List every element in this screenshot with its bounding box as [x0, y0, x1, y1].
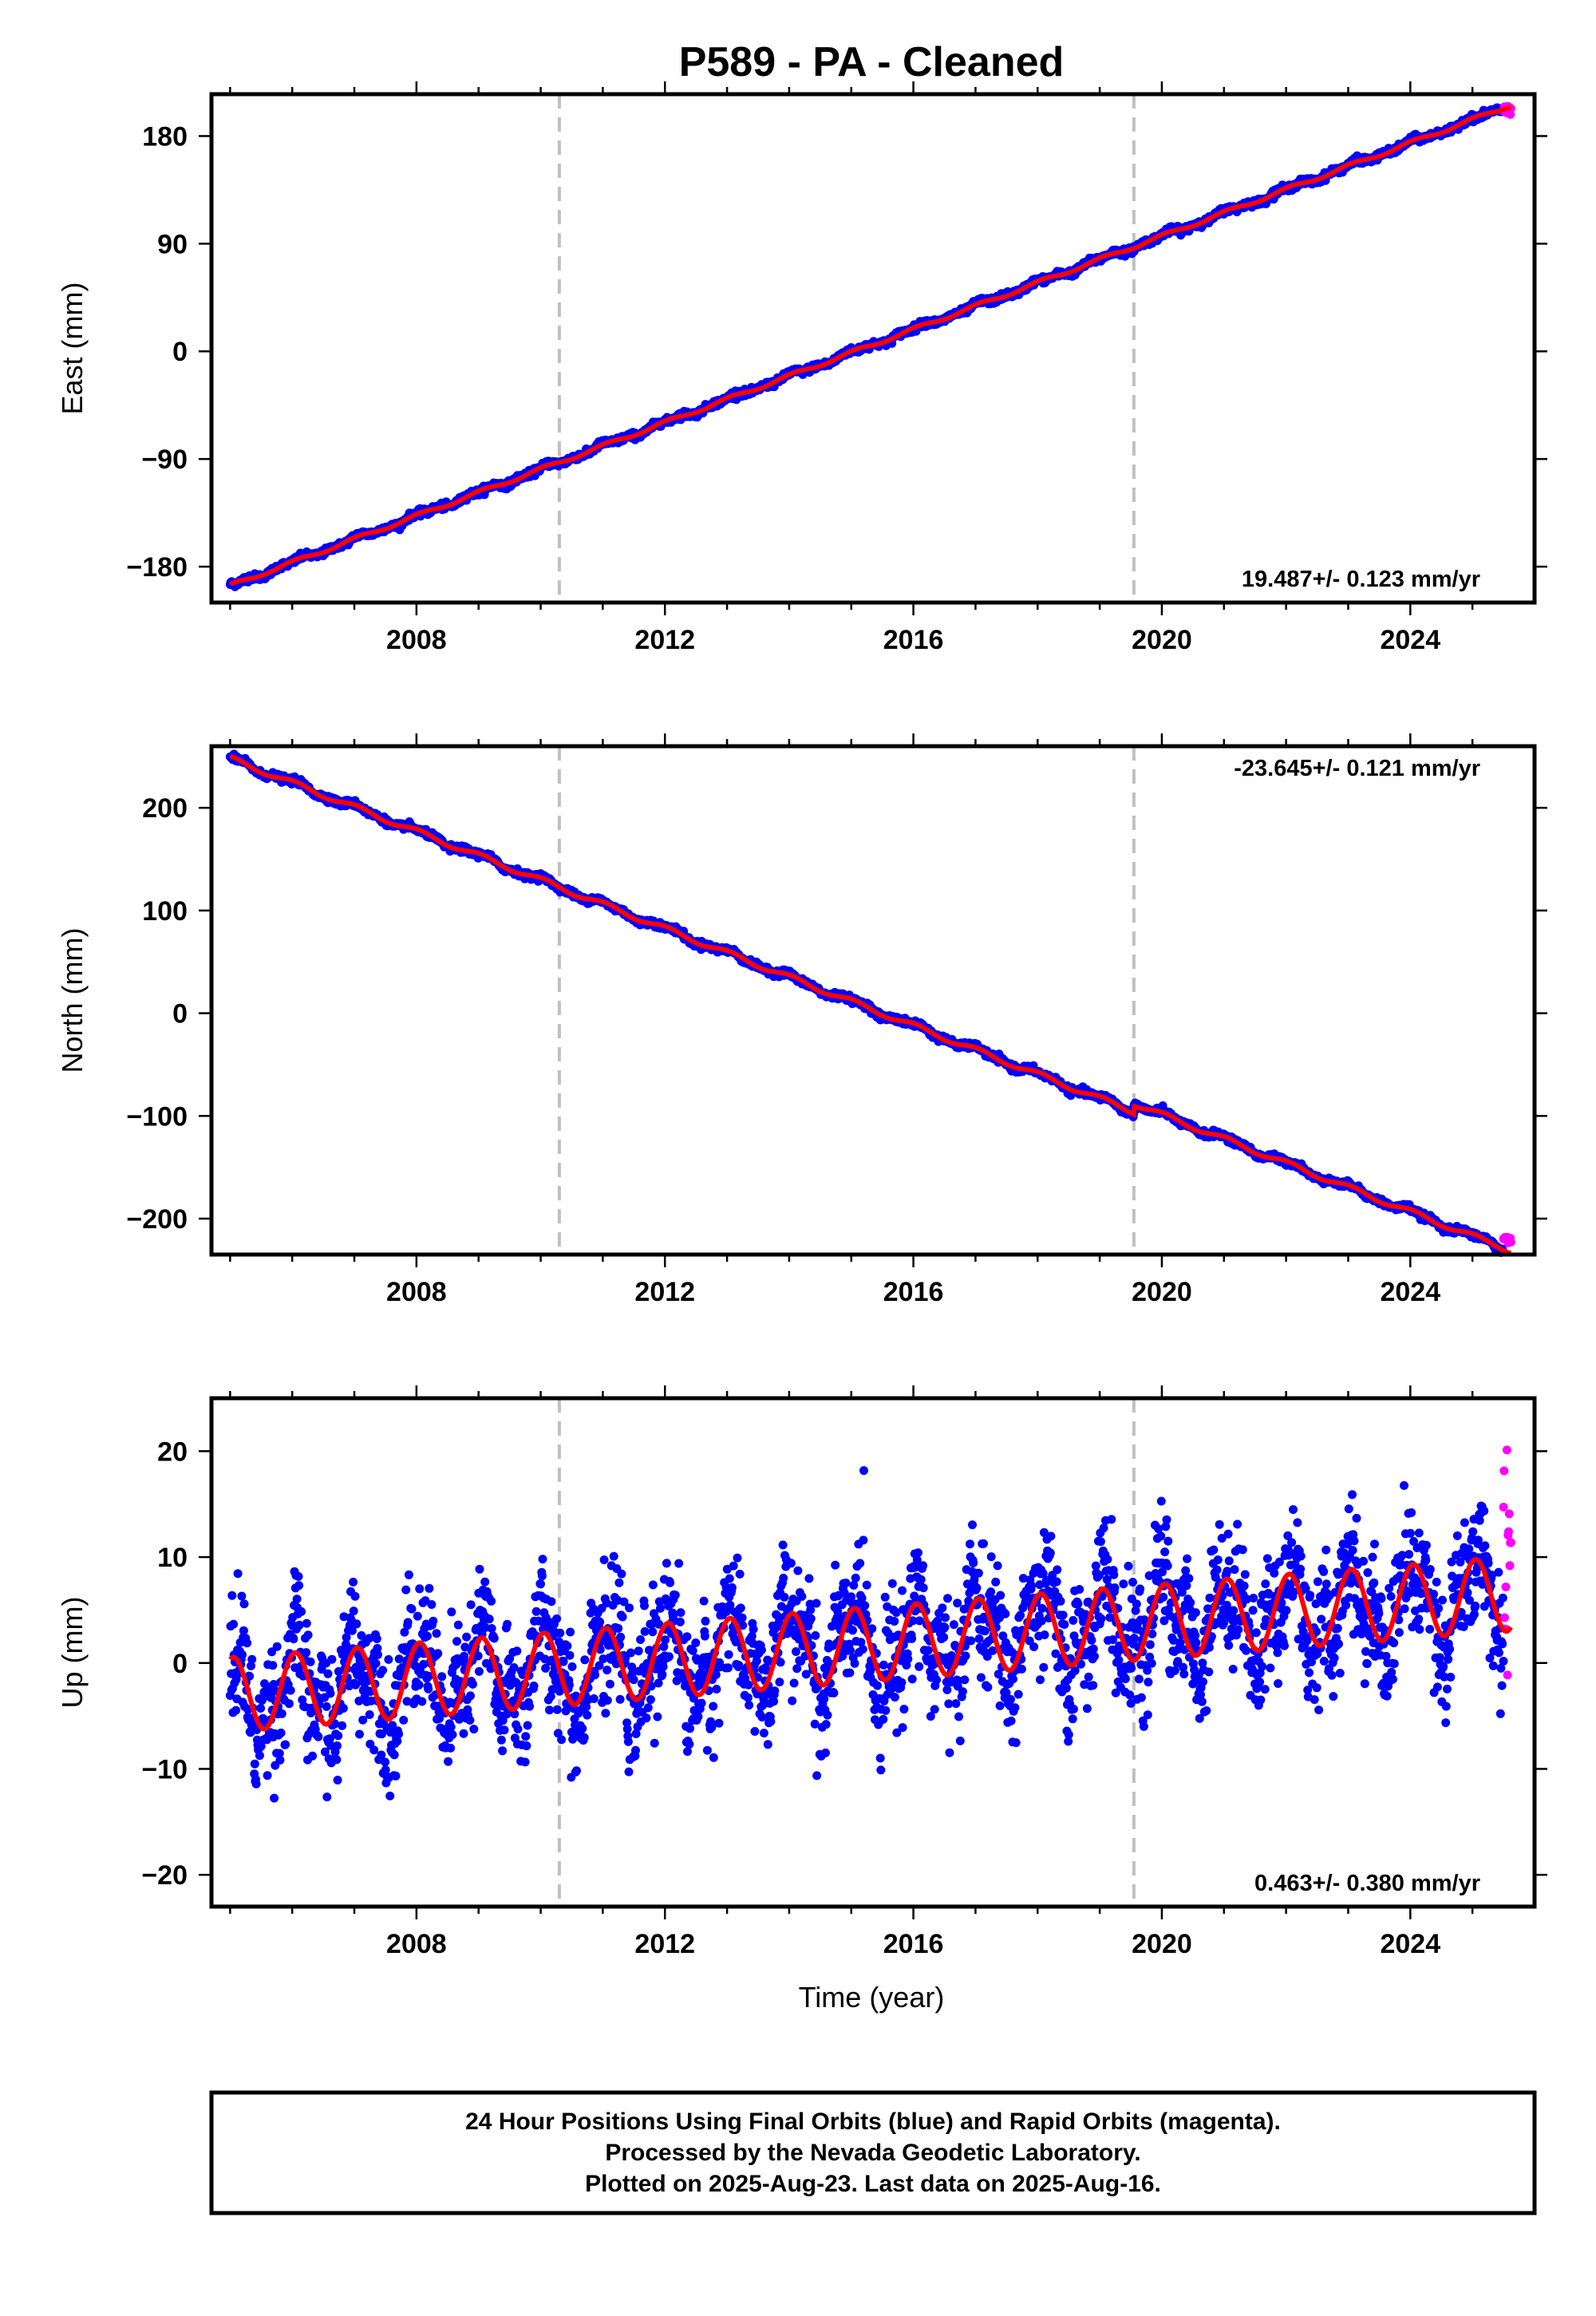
- east-rate-label: 19.487+/- 0.123 mm/yr: [1242, 567, 1480, 592]
- figure-title: P589 - PA - Cleaned: [679, 39, 1065, 85]
- east-x-tick-label: 2012: [634, 625, 695, 655]
- east-y-tick-label: 0: [172, 337, 188, 367]
- east-panel: 2008 2012 2016 2020 2024 −180 −90 0 90 180 East (…: [56, 81, 1547, 655]
- east-x-tick-label: 2008: [386, 625, 447, 655]
- east-y-tick-label: 90: [157, 229, 188, 259]
- east-y-tick-label: −90: [141, 445, 188, 475]
- east-x-tick-label: 2016: [883, 625, 944, 655]
- east-axis-label: East (mm): [56, 283, 89, 415]
- east-y-tick-label: 180: [142, 121, 188, 152]
- east-y-tick-label: −180: [126, 552, 188, 583]
- east-x-tick-label: 2024: [1380, 625, 1440, 655]
- east-x-tick-label: 2020: [1132, 625, 1192, 655]
